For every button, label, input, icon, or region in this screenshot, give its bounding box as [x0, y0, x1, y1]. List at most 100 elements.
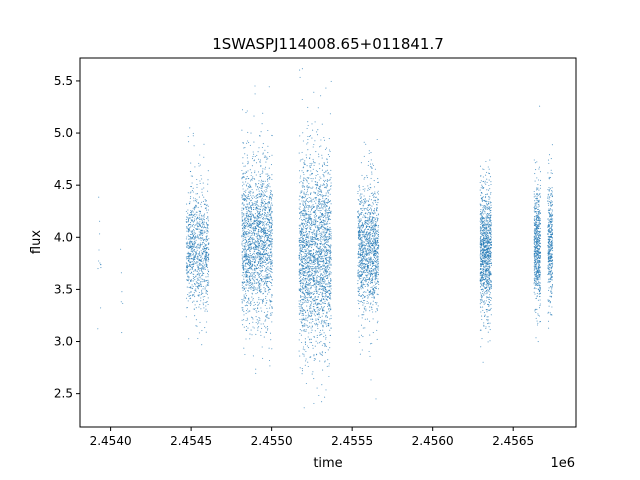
data-point [192, 237, 194, 239]
data-point [309, 223, 312, 226]
data-point [304, 272, 306, 274]
data-point [199, 254, 201, 256]
data-point [248, 225, 250, 227]
data-point [192, 278, 194, 280]
data-point [260, 254, 262, 256]
data-point [304, 267, 307, 269]
data-point [192, 273, 194, 275]
data-point [201, 344, 203, 346]
data-point [307, 314, 309, 316]
data-point [301, 370, 304, 372]
data-point [315, 188, 317, 190]
data-point [270, 164, 273, 166]
data-point [260, 189, 263, 192]
data-point [309, 200, 311, 202]
data-point [253, 141, 255, 143]
data-point [191, 264, 193, 266]
data-point [314, 281, 316, 283]
data-point [271, 240, 273, 242]
data-point [100, 307, 102, 309]
data-point [247, 271, 249, 273]
data-point [247, 177, 249, 180]
data-point [206, 255, 208, 257]
data-point [249, 232, 251, 234]
data-point [201, 269, 203, 271]
data-point [190, 231, 192, 233]
data-point [304, 295, 307, 297]
data-point [329, 258, 331, 260]
data-point [187, 219, 190, 221]
data-point [319, 252, 321, 254]
data-point [322, 243, 324, 245]
data-point [308, 257, 310, 259]
data-point [260, 214, 262, 216]
data-point [329, 233, 331, 235]
data-point [189, 233, 191, 235]
data-point [266, 259, 269, 261]
data-point [197, 226, 199, 228]
data-point [251, 172, 253, 174]
data-point [252, 287, 254, 289]
data-point [199, 164, 201, 166]
data-point [270, 199, 272, 201]
data-point [305, 199, 307, 201]
data-point [193, 263, 195, 265]
data-point [242, 157, 244, 159]
data-point [252, 222, 254, 224]
data-point [304, 195, 306, 198]
data-point [245, 206, 247, 208]
data-point [241, 194, 243, 196]
data-point [302, 273, 304, 275]
data-point [308, 255, 310, 257]
data-point [313, 143, 315, 146]
data-point [317, 257, 319, 259]
data-point [207, 279, 209, 281]
data-point [191, 230, 193, 232]
data-point [317, 258, 319, 261]
data-point [262, 153, 264, 155]
data-point [188, 292, 190, 294]
data-point [262, 221, 264, 223]
data-point [267, 177, 269, 179]
data-point [313, 224, 315, 226]
data-point [258, 273, 260, 276]
data-point [268, 196, 270, 198]
data-point [248, 203, 250, 205]
data-point [323, 164, 325, 166]
data-point [196, 277, 198, 279]
data-point [244, 153, 246, 155]
data-point [315, 288, 317, 290]
data-point [316, 307, 318, 309]
data-point [318, 321, 320, 323]
data-point [196, 186, 198, 188]
data-point [243, 231, 245, 234]
data-point [325, 241, 328, 243]
data-point [301, 330, 303, 332]
data-point [302, 348, 304, 350]
data-point [247, 327, 249, 329]
data-point [307, 237, 309, 239]
data-point [306, 127, 308, 130]
data-point [307, 287, 309, 289]
data-point [244, 242, 246, 244]
data-point [312, 198, 314, 200]
data-point [307, 142, 309, 144]
data-point [316, 250, 318, 253]
data-point [242, 272, 244, 274]
data-point [254, 222, 256, 224]
data-point [317, 205, 319, 207]
data-point [263, 183, 265, 185]
data-point [200, 300, 202, 302]
data-point [261, 212, 263, 215]
data-point [262, 202, 264, 204]
data-point [242, 299, 244, 301]
data-point [255, 203, 257, 205]
data-point [310, 253, 312, 255]
data-point [314, 260, 317, 262]
data-point [330, 245, 332, 247]
data-point [310, 285, 312, 287]
data-point [315, 209, 317, 211]
data-point [302, 283, 304, 285]
data-point [268, 214, 271, 216]
data-point [264, 156, 266, 158]
